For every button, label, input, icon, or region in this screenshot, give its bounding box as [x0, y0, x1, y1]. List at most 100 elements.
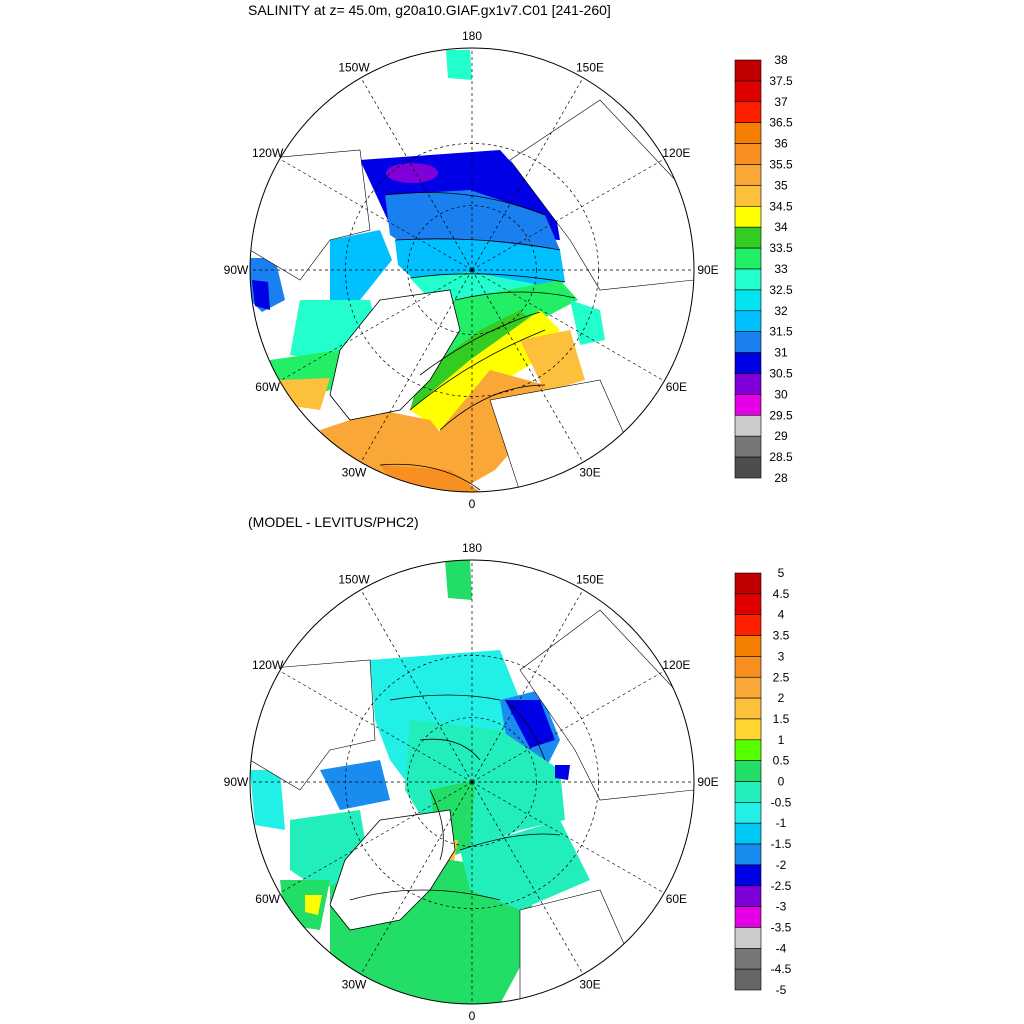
- colorbar-swatch: [734, 268, 762, 291]
- graticule: [250, 48, 694, 492]
- salinity-region-bering: [446, 50, 472, 80]
- colorbar-label: 36.5: [769, 116, 793, 130]
- salinity-field: [250, 50, 694, 492]
- colorbar-label: 2: [778, 691, 785, 705]
- colorbar-label: 29: [774, 429, 788, 443]
- longitude-label: 150E: [576, 60, 604, 74]
- colorbar-label: 30: [774, 387, 788, 401]
- salinity-region-kara-sea: [570, 300, 605, 345]
- colorbar-swatch: [734, 226, 762, 249]
- colorbar-swatch: [734, 247, 762, 270]
- bottom-map-title: (MODEL - LEVITUS/PHC2): [248, 514, 419, 530]
- colorbar-swatch: [734, 101, 762, 124]
- colorbar-swatch: [734, 414, 762, 437]
- longitude-label: 30W: [342, 978, 367, 992]
- meridian-line: [471, 781, 665, 894]
- top-map-title: SALINITY at z= 45.0m, g20a10.GIAF.gx1v7.…: [248, 2, 611, 18]
- colorbar-swatch: [734, 310, 762, 332]
- meridian-line: [471, 670, 665, 783]
- latitude-circle: [345, 655, 599, 909]
- colorbar-swatch: [734, 352, 762, 374]
- colorbar-swatch: [734, 635, 762, 657]
- diff-region-plus1.5: [305, 895, 322, 915]
- colorbar-swatch: [734, 781, 762, 803]
- meridian-line: [279, 670, 473, 783]
- meridian-line: [279, 269, 473, 382]
- difference-contours: [349, 694, 561, 901]
- colorbar-swatch: [734, 656, 762, 678]
- colorbar-label: 32: [774, 304, 788, 318]
- salinity-region-29.5-30: [386, 163, 438, 183]
- colorbar-label: 28: [774, 471, 788, 485]
- colorbar-label: -2.5: [771, 879, 792, 893]
- colorbar-swatch: [734, 760, 762, 782]
- colorbar-label: -1.5: [771, 837, 792, 851]
- colorbar-label: 0.5: [773, 754, 790, 768]
- colorbar-swatch: [734, 885, 762, 907]
- salinity-region-hudson-low: [252, 280, 270, 310]
- map-boundary: [249, 47, 695, 493]
- colorbar-label: 33.5: [769, 241, 793, 255]
- longitude-labels: 180 150E 120E 90E 60E 30E 0 30W 60W 90W 120W 150W: [224, 541, 719, 1023]
- longitude-label: 0: [469, 497, 476, 511]
- colorbar-swatch: [734, 718, 762, 741]
- meridian-line: [360, 781, 473, 975]
- diff-region-bering: [445, 560, 472, 600]
- longitude-label: 90W: [224, 263, 249, 277]
- colorbar-label: -1: [776, 816, 787, 830]
- longitude-label: 60W: [255, 380, 280, 394]
- colorbar-swatch: [734, 164, 762, 186]
- longitude-labels: 180 150E 120E 90E 60E 30E 0 30W 60W 90W 120W 150W: [224, 29, 719, 511]
- colorbar-label: 36: [774, 137, 788, 151]
- salinity-contours: [379, 192, 576, 491]
- meridian-line: [279, 781, 473, 894]
- colorbar-label: -2: [776, 858, 787, 872]
- colorbar-label: 30.5: [769, 367, 793, 381]
- latitude-circle: [407, 205, 537, 335]
- colorbar-label: -3: [776, 900, 787, 914]
- colorbar-swatch: [734, 206, 762, 228]
- meridian-line: [471, 269, 584, 463]
- siberia-land: [519, 609, 694, 801]
- colorbar-swatch: [734, 331, 762, 353]
- longitude-label: 90W: [224, 775, 249, 789]
- longitude-label: 180: [462, 29, 482, 43]
- greenland-land: [329, 809, 456, 931]
- colorbar-swatch: [734, 739, 762, 761]
- colorbar-label: 38: [774, 53, 788, 67]
- colorbar-label: 37.5: [769, 74, 793, 88]
- colorbar-swatch: [734, 373, 762, 395]
- diff-region-archipelago: [320, 760, 390, 810]
- colorbar-label: 4.5: [773, 587, 790, 601]
- colorbar-swatch: [734, 822, 762, 845]
- colorbar-swatch: [734, 394, 762, 416]
- colorbar-label: 37: [774, 95, 788, 109]
- difference-polar-map: 180 150E 120E 90E 60E 30E 0 30W 60W 90W 120W 150W: [224, 541, 719, 1023]
- colorbar-swatch: [734, 947, 762, 970]
- colorbar-swatch: [734, 843, 762, 866]
- longitude-label: 60E: [666, 892, 687, 906]
- colorbar-label: 0: [778, 775, 785, 789]
- colorbar-swatch: [734, 456, 762, 479]
- colorbar-swatch: [734, 122, 762, 144]
- colorbar-label: 29.5: [769, 408, 793, 422]
- colorbar-swatch: [734, 59, 762, 82]
- colorbar-label: 31.5: [769, 325, 793, 339]
- longitude-label: 60E: [666, 380, 687, 394]
- difference-field: [250, 560, 694, 1004]
- colorbar-swatch: [734, 572, 762, 595]
- longitude-label: 90E: [697, 775, 718, 789]
- longitude-label: 150W: [338, 572, 370, 586]
- salinity-polar-map: 180 150E 120E 90E 60E 30E 0 30W 60W 90W 120W 150W: [224, 29, 719, 511]
- colorbar-swatch: [734, 676, 762, 699]
- colorbar-swatch: [734, 697, 762, 720]
- diff-region-laptev-low: [555, 765, 570, 780]
- colorbar-label: 3: [778, 649, 785, 663]
- colorbar-swatch: [734, 864, 762, 887]
- colorbar-swatch: [734, 614, 762, 636]
- meridian-line: [471, 269, 665, 382]
- colorbar-label: 34: [774, 220, 788, 234]
- colorbar-label: 1: [778, 733, 785, 747]
- meridian-line: [279, 158, 473, 271]
- map-boundary: [249, 559, 695, 1005]
